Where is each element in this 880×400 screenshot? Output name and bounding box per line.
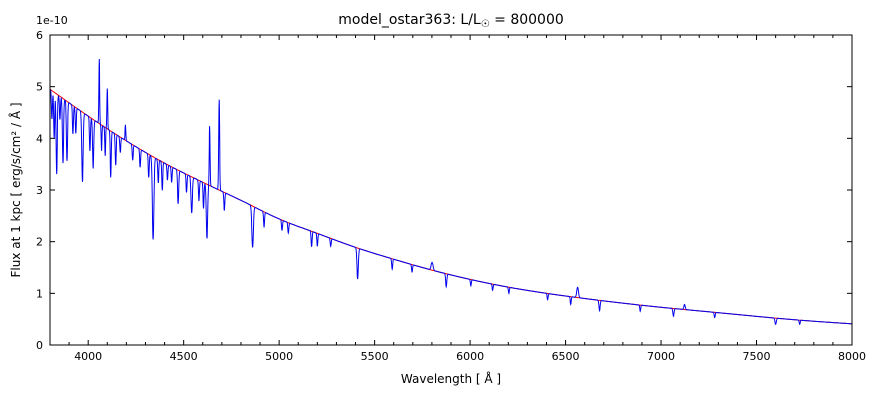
x-axis-label: Wavelength [ Å ] — [400, 372, 502, 386]
plot-border — [49, 34, 853, 346]
x-tick-label: 7000 — [647, 350, 675, 363]
x-tick-label: 6500 — [552, 350, 580, 363]
chart-title-suffix: = 800000 — [489, 12, 564, 28]
y-tick-label: 3 — [36, 184, 43, 197]
spectrum-line — [49, 58, 852, 326]
y-tick-label: 0 — [36, 339, 43, 352]
tick-label-layer: 4000 4500 5000 5500 6000 6500 7000 7500 8000 0 1 2 3… — [36, 29, 866, 363]
x-tick-label: 4500 — [170, 350, 198, 363]
x-tick-label: 5000 — [265, 350, 293, 363]
tick-layer — [50, 34, 853, 346]
continuum-fit-line — [49, 88, 853, 325]
y-axis-label: Flux at 1 kpc [ erg/s/cm² / Å ] — [9, 102, 23, 278]
x-tick-label: 5500 — [361, 350, 389, 363]
y-tick-label: 2 — [36, 236, 43, 249]
x-tick-label: 6000 — [456, 350, 484, 363]
sun-symbol: ☉ — [480, 19, 490, 30]
y-tick-label: 5 — [36, 81, 43, 94]
y-axis-offset-label: 1e-10 — [36, 14, 68, 27]
x-tick-label: 7500 — [743, 350, 771, 363]
y-tick-label: 1 — [36, 287, 43, 300]
x-tick-label: 8000 — [838, 350, 866, 363]
y-tick-label: 4 — [36, 132, 43, 145]
chart-title: model_ostar363: L/L☉ = 800000 — [338, 12, 564, 30]
x-tick-label: 4000 — [74, 350, 102, 363]
y-tick-label: 6 — [36, 29, 43, 42]
chart-title-prefix: model_ostar363: L/L — [338, 12, 481, 28]
